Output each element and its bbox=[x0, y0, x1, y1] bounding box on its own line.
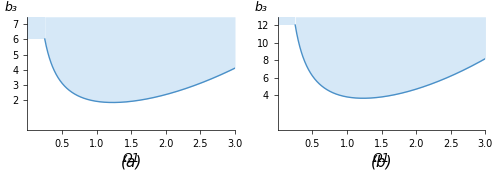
Y-axis label: b₃: b₃ bbox=[255, 1, 268, 14]
Text: (b): (b) bbox=[371, 155, 392, 170]
Y-axis label: b₃: b₃ bbox=[4, 1, 18, 14]
X-axis label: Ω1: Ω1 bbox=[373, 152, 390, 165]
X-axis label: Ω1: Ω1 bbox=[122, 152, 140, 165]
Text: (a): (a) bbox=[120, 155, 142, 170]
